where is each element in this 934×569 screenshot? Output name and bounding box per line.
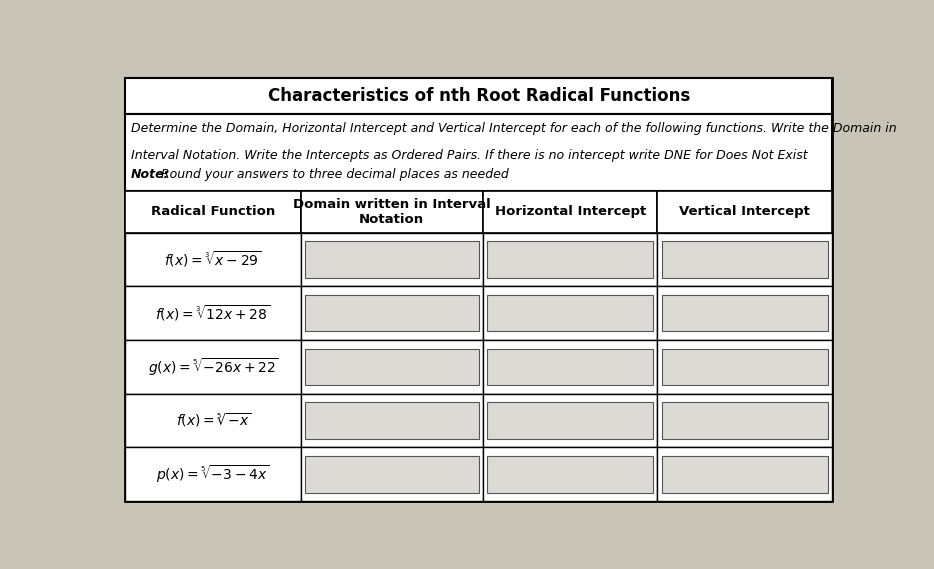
Text: Domain written in Interval
Notation: Domain written in Interval Notation <box>293 198 490 226</box>
Bar <box>658 447 832 501</box>
Bar <box>662 241 828 278</box>
Bar <box>483 191 658 233</box>
Bar <box>658 286 832 340</box>
Bar <box>658 233 832 286</box>
Bar <box>125 447 301 501</box>
Bar <box>125 286 301 340</box>
Text: Characteristics of nth Root Radical Functions: Characteristics of nth Root Radical Func… <box>267 87 690 105</box>
Text: $f(x) = \sqrt[3]{x - 29}$: $f(x) = \sqrt[3]{x - 29}$ <box>164 250 262 269</box>
Bar <box>662 456 828 493</box>
Text: Determine the Domain, Horizontal Intercept and Vertical Intercept for each of th: Determine the Domain, Horizontal Interce… <box>131 122 896 135</box>
Bar <box>301 340 483 394</box>
Bar <box>662 402 828 439</box>
Bar <box>483 233 658 286</box>
Bar <box>125 233 301 286</box>
Bar <box>301 233 483 286</box>
Bar <box>125 78 832 114</box>
Bar <box>305 456 478 493</box>
Bar <box>488 456 653 493</box>
Bar <box>483 447 658 501</box>
Bar <box>483 286 658 340</box>
Text: Horizontal Intercept: Horizontal Intercept <box>494 205 645 218</box>
Text: Vertical Intercept: Vertical Intercept <box>679 205 810 218</box>
Text: Radical Function: Radical Function <box>151 205 276 218</box>
Bar <box>658 191 832 233</box>
Bar <box>658 394 832 447</box>
Text: Interval Notation. Write the Intercepts as Ordered Pairs. If there is no interce: Interval Notation. Write the Intercepts … <box>131 149 807 162</box>
Bar <box>125 114 832 191</box>
Text: $f(x) = \sqrt[3]{12x + 28}$: $f(x) = \sqrt[3]{12x + 28}$ <box>155 303 271 323</box>
Text: $g(x) = \sqrt[5]{-26x + 22}$: $g(x) = \sqrt[5]{-26x + 22}$ <box>148 356 278 378</box>
Bar <box>488 349 653 385</box>
Text: $f(x) = \sqrt[5]{-x}$: $f(x) = \sqrt[5]{-x}$ <box>176 411 250 430</box>
Bar <box>662 295 828 331</box>
Bar <box>301 191 483 233</box>
Bar <box>483 340 658 394</box>
Bar <box>125 191 301 233</box>
Text: Round your answers to three decimal places as needed: Round your answers to three decimal plac… <box>161 168 509 181</box>
Bar <box>488 402 653 439</box>
Bar <box>483 394 658 447</box>
Bar <box>301 286 483 340</box>
Bar <box>125 340 301 394</box>
Bar <box>662 349 828 385</box>
Bar <box>305 295 478 331</box>
Bar <box>301 394 483 447</box>
Text: Note:: Note: <box>131 168 169 181</box>
Bar <box>305 241 478 278</box>
Bar <box>301 447 483 501</box>
Bar <box>488 295 653 331</box>
Text: $p(x) = \sqrt[5]{-3 - 4x}$: $p(x) = \sqrt[5]{-3 - 4x}$ <box>157 463 270 485</box>
Bar <box>658 340 832 394</box>
Bar <box>488 241 653 278</box>
Bar <box>305 349 478 385</box>
Bar <box>305 402 478 439</box>
Bar <box>125 394 301 447</box>
